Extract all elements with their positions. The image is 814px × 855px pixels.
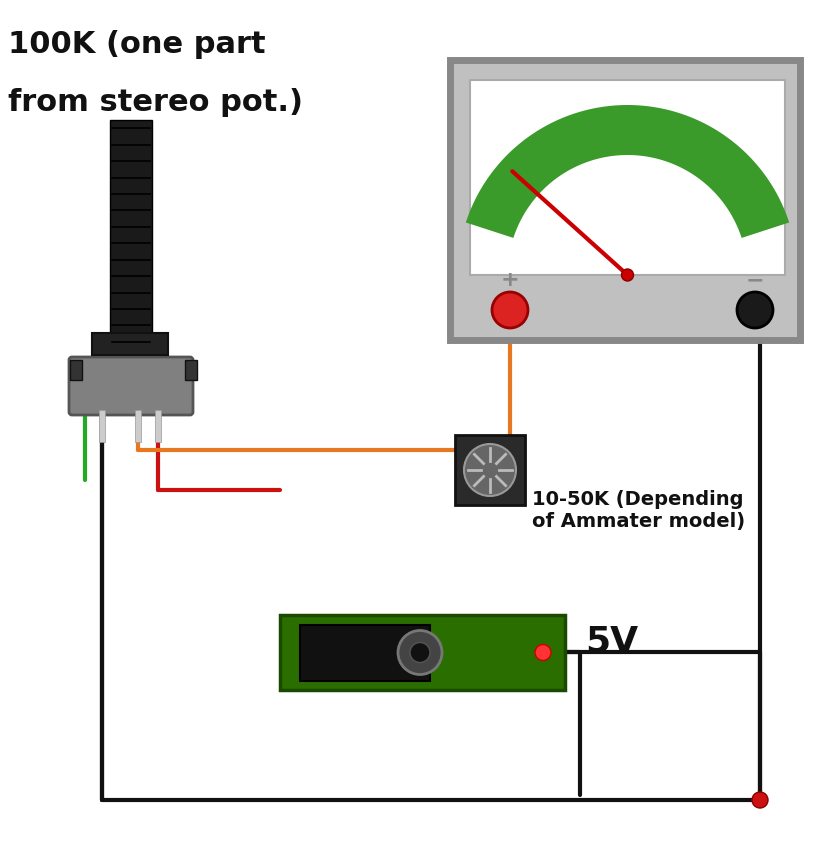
- Circle shape: [535, 645, 551, 661]
- Circle shape: [737, 292, 773, 328]
- Circle shape: [398, 630, 442, 675]
- Bar: [92, 333, 168, 355]
- Circle shape: [622, 269, 633, 281]
- Bar: [470, 80, 785, 275]
- Circle shape: [752, 792, 768, 808]
- Bar: [155, 410, 161, 442]
- Text: 10-50K (Depending
of Ammater model): 10-50K (Depending of Ammater model): [532, 490, 745, 531]
- Bar: [70, 360, 82, 380]
- Text: from stereo pot.): from stereo pot.): [8, 88, 303, 117]
- Circle shape: [492, 292, 528, 328]
- Bar: [455, 435, 525, 505]
- Bar: [110, 120, 152, 350]
- Bar: [300, 624, 430, 681]
- Bar: [185, 360, 197, 380]
- Bar: [135, 410, 141, 442]
- Circle shape: [464, 444, 516, 496]
- Polygon shape: [466, 105, 790, 238]
- Bar: [99, 410, 105, 442]
- Text: 100K (one part: 100K (one part: [8, 30, 265, 59]
- Text: +: +: [501, 270, 519, 290]
- Bar: [450, 60, 800, 340]
- Bar: [280, 615, 565, 690]
- Circle shape: [410, 642, 430, 663]
- FancyBboxPatch shape: [69, 357, 193, 415]
- Text: 5V: 5V: [585, 625, 638, 659]
- Text: −: −: [746, 270, 764, 290]
